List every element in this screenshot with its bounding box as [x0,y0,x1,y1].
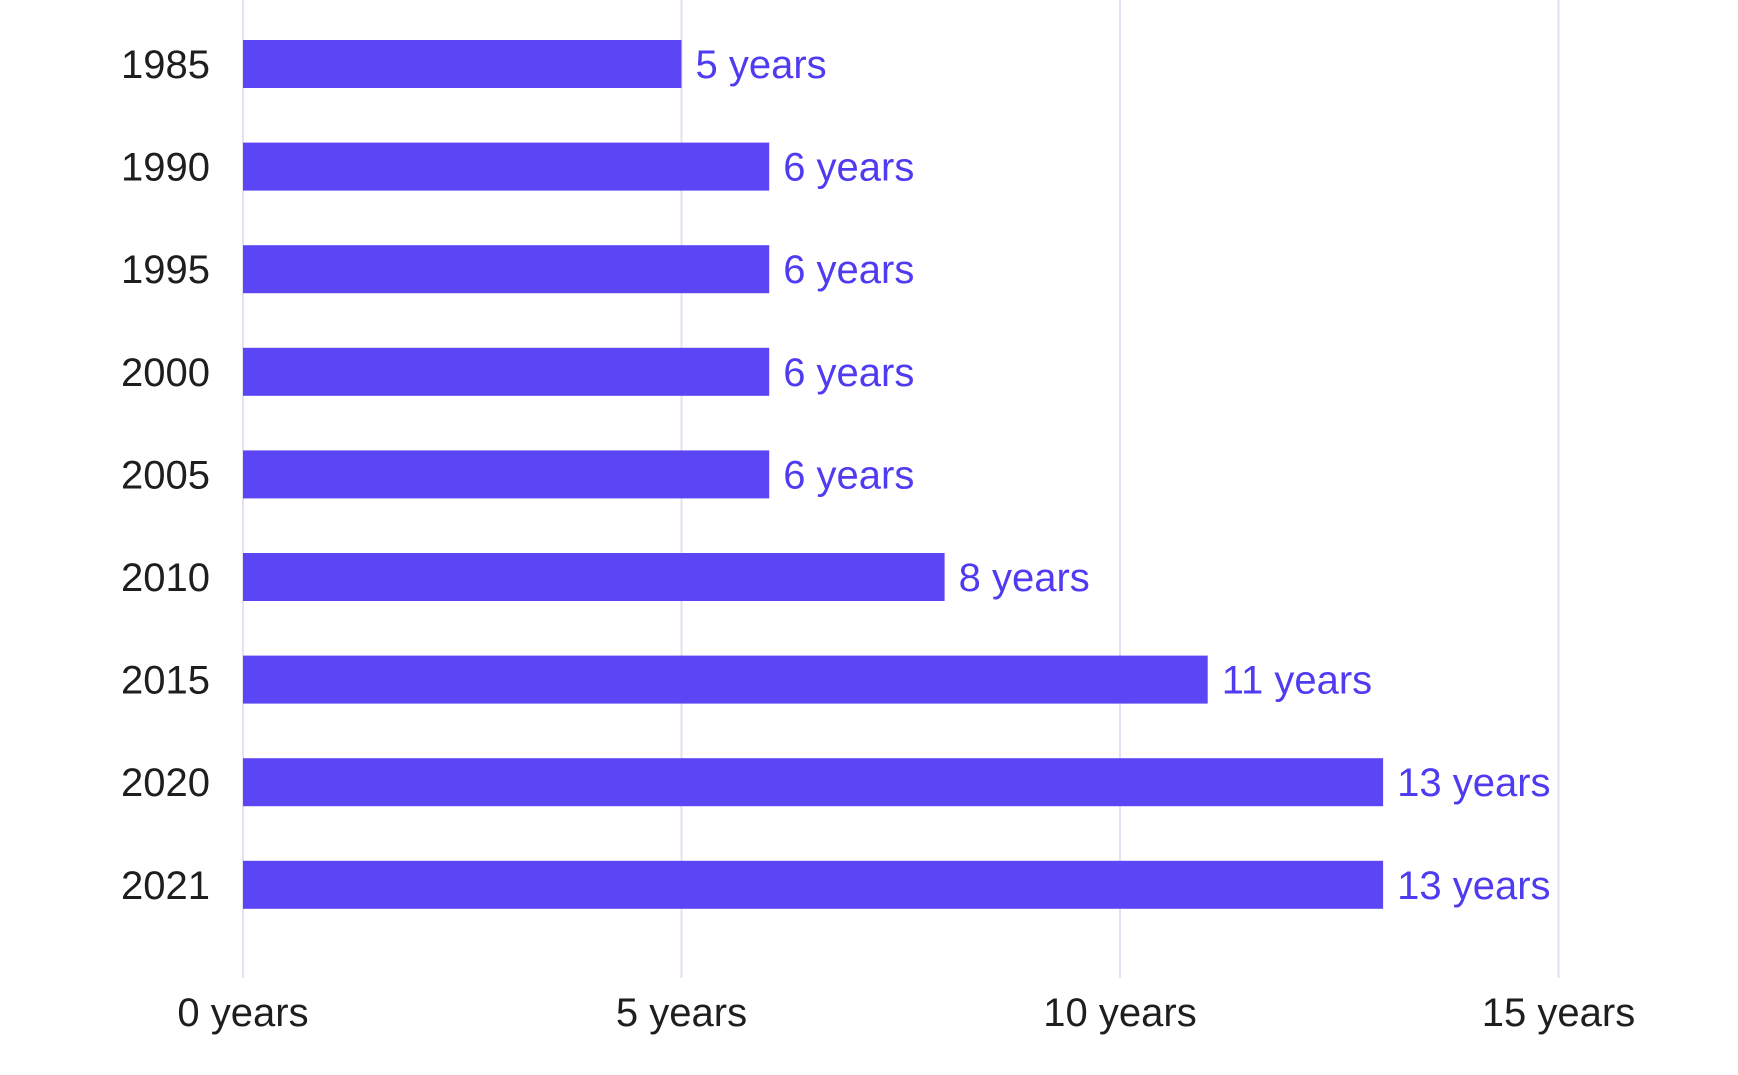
bar-2005 [243,450,770,499]
x-tick-label: 5 years [616,991,747,1035]
bar-2015 [243,655,1208,704]
data-label: 6 years [783,248,914,292]
x-tick-label: 0 years [177,991,308,1035]
labels: 0 years 5 years 10 years 15 years 1985 5 year… [121,43,1635,1035]
category-label: 2010 [121,556,210,600]
bars [243,40,1384,909]
bar-1995 [243,245,770,294]
data-label: 5 years [696,43,827,87]
data-label: 13 years [1397,864,1550,908]
data-label: 11 years [1222,659,1372,703]
category-label: 2000 [121,351,210,395]
x-tick-label: 15 years [1482,991,1635,1035]
bar-1990 [243,142,770,191]
data-label: 6 years [783,453,914,497]
category-label: 2015 [121,659,210,703]
data-label: 6 years [783,351,914,395]
bar-2010 [243,553,945,601]
category-label: 1985 [121,43,210,87]
bar-1985 [243,40,682,88]
data-label: 6 years [783,146,914,190]
bar-2020 [243,758,1384,807]
data-label: 13 years [1397,761,1550,805]
category-label: 2021 [121,864,210,908]
bar-2021 [243,860,1384,909]
data-label: 8 years [959,556,1090,600]
category-label: 1990 [121,146,210,190]
x-tick-label: 10 years [1043,991,1196,1035]
category-label: 2005 [121,453,210,497]
bar-2000 [243,347,770,396]
category-label: 2020 [121,761,210,805]
category-label: 1995 [121,248,210,292]
